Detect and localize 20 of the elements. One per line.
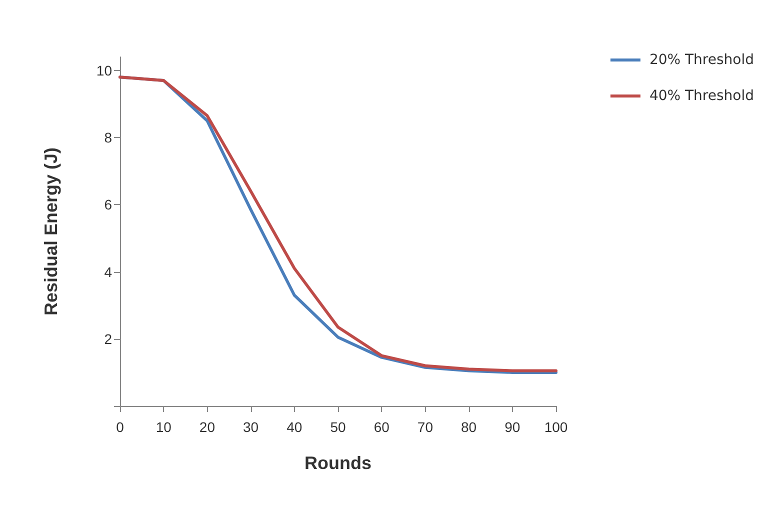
x-tick-label: 30 [243,419,259,435]
legend-label: 20% Threshold [649,52,754,68]
y-tick-label: 6 [104,196,112,213]
y-tick-label: 8 [104,130,112,146]
y-tick-label: 2 [104,330,112,347]
x-tick-label: 20 [199,419,216,435]
legend-label: 40% Threshold [649,88,754,104]
x-tick-label: 80 [461,419,477,435]
x-tick-label: 90 [504,419,520,435]
y-axis-title: Residual Energy (J) [41,147,61,316]
y-tick-label: 4 [104,264,112,280]
x-tick-label: 10 [156,419,172,435]
x-tick-label: 50 [330,419,346,435]
x-tick-label: 40 [286,419,302,435]
x-tick-label: 60 [374,419,390,435]
x-tick-label: 100 [544,419,568,435]
y-tick-label: 10 [96,62,112,78]
x-tick-label: 70 [417,419,434,435]
x-axis-title: Rounds [304,453,372,473]
x-tick-label: 0 [116,419,124,435]
